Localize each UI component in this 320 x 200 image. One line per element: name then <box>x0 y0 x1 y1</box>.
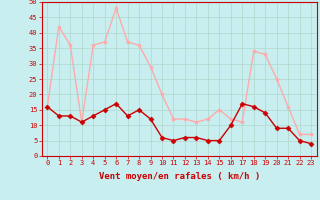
X-axis label: Vent moyen/en rafales ( km/h ): Vent moyen/en rafales ( km/h ) <box>99 172 260 181</box>
